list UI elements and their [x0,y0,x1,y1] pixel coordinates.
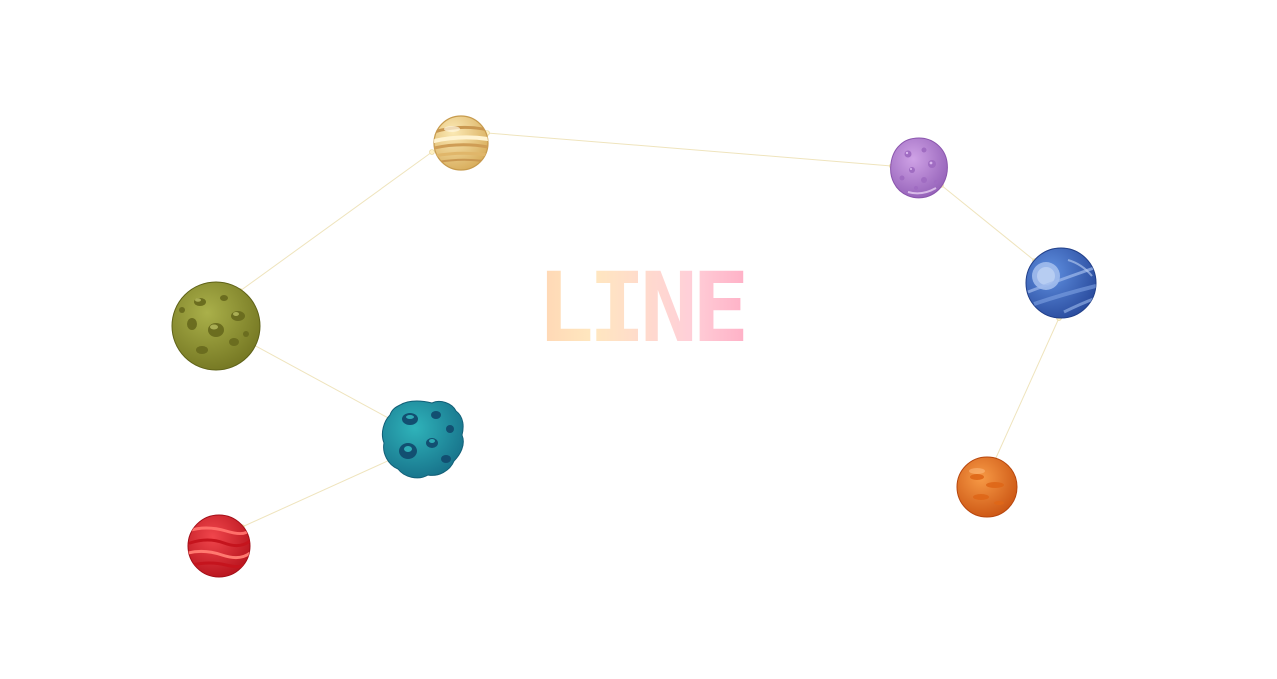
link-olive-yellow [239,151,433,292]
planet-orange[interactable] [955,455,1019,519]
planet-blue[interactable] [1024,246,1098,320]
link-teal-red [241,458,393,528]
planet-red[interactable] [186,513,252,579]
link-yellow-purple [486,132,893,167]
planet-purple[interactable] [888,136,950,200]
link-purple-blue [940,184,1036,262]
game-title: LINE [478,258,802,358]
planet-yellow-gas[interactable] [432,114,490,172]
link-dot [429,149,435,155]
link-olive-teal [251,343,393,421]
planet-teal[interactable] [380,397,466,481]
link-blue-orange [994,317,1060,461]
planet-olive[interactable] [170,280,262,372]
